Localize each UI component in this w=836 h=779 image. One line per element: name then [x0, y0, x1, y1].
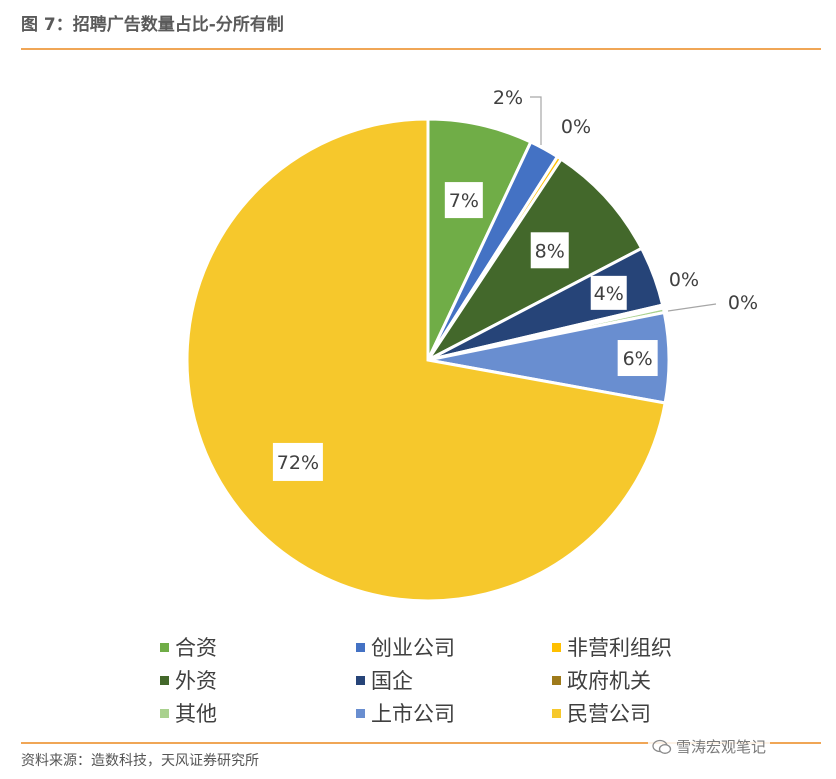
legend-label: 民营公司 — [567, 702, 651, 726]
legend-item-7: 上市公司 — [356, 698, 455, 728]
data-label-box-7 — [617, 340, 658, 377]
legend-label: 外资 — [175, 669, 217, 693]
legend-item-1: 创业公司 — [356, 632, 455, 662]
data-label-1: 2% — [493, 87, 523, 109]
leader-line-6 — [667, 303, 717, 312]
watermark: 雪涛宏观笔记 — [648, 734, 771, 759]
legend-item-4: 国企 — [356, 665, 413, 695]
legend-item-8: 民营公司 — [552, 698, 651, 728]
data-label-7: 6% — [623, 348, 653, 370]
legend-label: 其他 — [175, 702, 217, 726]
legend-label: 国企 — [371, 669, 413, 693]
leader-line-1 — [530, 96, 542, 145]
legend-label: 上市公司 — [371, 702, 455, 726]
legend-swatch — [160, 708, 169, 718]
data-label-3: 8% — [535, 240, 565, 262]
data-label-5: 0% — [669, 269, 699, 291]
data-label-box-3 — [530, 232, 569, 269]
data-label-box-0 — [444, 182, 483, 219]
legend-swatch — [356, 708, 365, 718]
data-label-2: 0% — [561, 116, 591, 138]
legend-swatch — [356, 642, 365, 652]
legend-item-3: 外资 — [160, 665, 217, 695]
pie-slice-0 — [426, 117, 533, 361]
legend-swatch — [160, 642, 169, 652]
legend-swatch — [160, 675, 169, 685]
data-label-8: 72% — [277, 452, 319, 474]
legend-label: 非营利组织 — [567, 636, 672, 660]
legend-item-2: 非营利组织 — [552, 632, 672, 662]
source-note: 资料来源：造数科技，天风证券研究所 — [21, 753, 259, 769]
legend-swatch — [552, 708, 561, 718]
legend-item-0: 合资 — [160, 632, 217, 662]
pie-chart: 7% 2% 0% 8% 4% 0% 0% 6% 72% — [185, 87, 758, 603]
wechat-icon — [652, 739, 672, 754]
page-title: 图 7：招聘广告数量占比-分所有制 — [21, 15, 284, 35]
data-label-6: 0% — [728, 292, 758, 314]
legend-label: 政府机关 — [567, 669, 651, 693]
watermark-text: 雪涛宏观笔记 — [676, 738, 767, 756]
legend-swatch — [552, 675, 561, 685]
legend-swatch — [356, 675, 365, 685]
legend-item-5: 政府机关 — [552, 665, 651, 695]
data-label-4: 4% — [594, 283, 624, 305]
data-label-box-8 — [272, 442, 323, 481]
top-divider — [21, 48, 821, 50]
bottom-divider — [21, 742, 821, 744]
legend-label: 合资 — [175, 636, 217, 660]
data-label-box-4 — [590, 275, 627, 310]
data-label-0: 7% — [449, 190, 479, 212]
legend-item-6: 其他 — [160, 698, 217, 728]
legend-swatch — [552, 642, 561, 652]
legend-label: 创业公司 — [371, 636, 455, 660]
